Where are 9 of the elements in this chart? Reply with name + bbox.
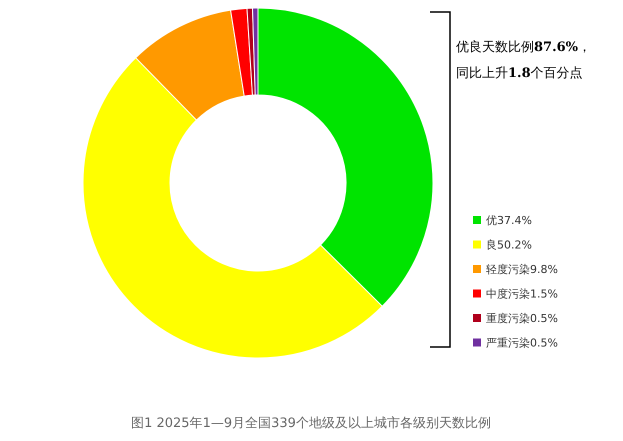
legend-label: 轻度污染9.8%: [486, 263, 558, 276]
caption: 图1 2025年1—9月全国339个地级及以上城市各级别天数比例: [131, 416, 491, 431]
text: 同比上升1.8个百分点: [456, 66, 583, 81]
text: 优良天数比例87.6%，: [456, 40, 592, 55]
legend-label: 严重污染0.5%: [486, 336, 558, 350]
legend-label: 良50.2%: [486, 238, 532, 252]
legend-label: 重度污染0.5%: [486, 312, 558, 325]
legend-label: 中度污染1.5%: [486, 288, 558, 300]
legend-label: 优37.4%: [486, 214, 532, 227]
